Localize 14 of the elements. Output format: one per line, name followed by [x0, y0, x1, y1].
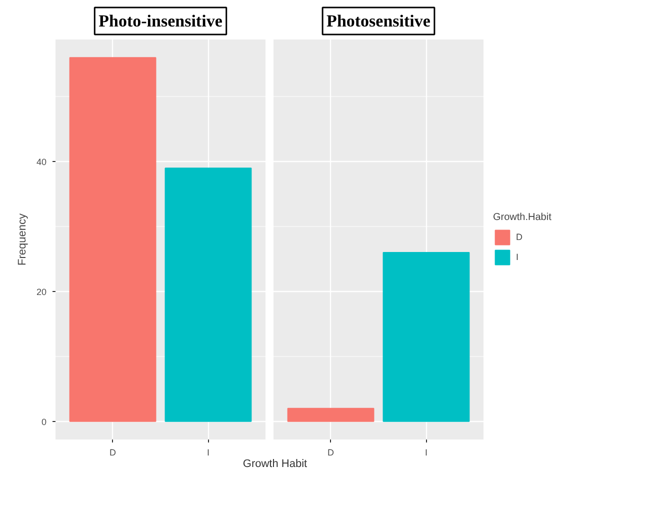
- x-tick-label: I: [424, 448, 428, 458]
- y-axis-title: Frequency: [16, 213, 28, 266]
- x-axis-title: Growth Habit: [242, 457, 308, 472]
- chart-title: Photo-insensitive: [98, 12, 223, 30]
- x-tick-label: D: [328, 448, 335, 458]
- legend-label: D: [516, 232, 524, 242]
- y-tick-label: 20: [36, 286, 47, 297]
- legend-title: Growth.Habit: [493, 212, 552, 223]
- chart-title: Photosensitive: [326, 12, 431, 30]
- x-tick-label: I: [206, 448, 210, 458]
- legend-label: I: [516, 252, 520, 262]
- x-tick-label: D: [110, 448, 117, 458]
- y-tick-label: 0: [41, 416, 47, 427]
- y-tick-label: 40: [36, 157, 47, 168]
